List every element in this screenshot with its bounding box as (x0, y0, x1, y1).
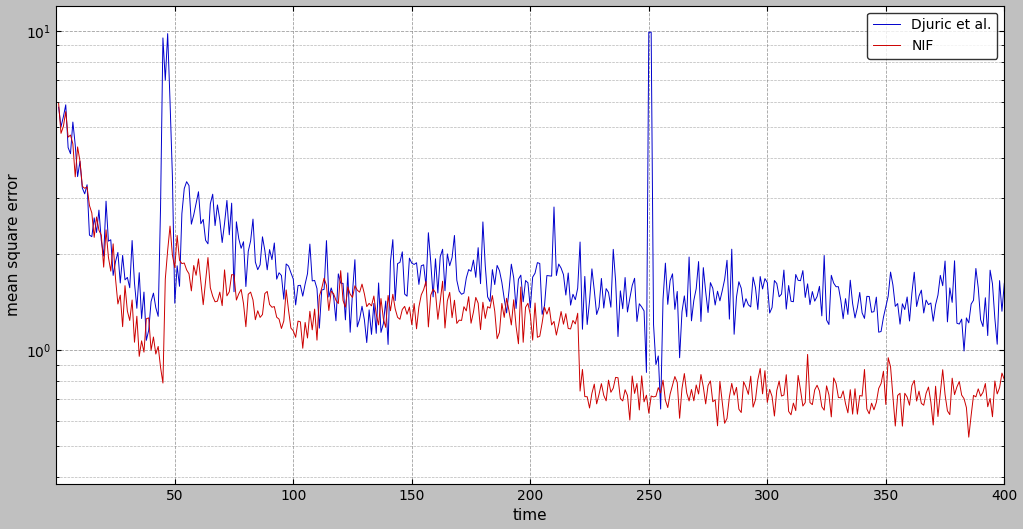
Djuric et al. (650, 361, 662, 368)
NIF (52, 101, 64, 107)
NIF (963, 434, 975, 440)
Legend: Djuric et al., NIF: Djuric et al., NIF (868, 13, 997, 59)
NIF (998, 376, 1011, 382)
NIF (736, 409, 748, 416)
NIF (167, 252, 179, 258)
NIF (648, 394, 660, 400)
Djuric et al. (642, 29, 655, 35)
NIF (740, 384, 752, 390)
Line: NIF: NIF (58, 104, 1005, 437)
Djuric et al. (745, 304, 757, 310)
Djuric et al. (52, 104, 64, 111)
Line: Djuric et al.: Djuric et al. (58, 32, 1005, 409)
NIF (427, 286, 439, 293)
Djuric et al. (361, 340, 373, 346)
X-axis label: time: time (513, 508, 547, 523)
Y-axis label: mean square error: mean square error (5, 174, 20, 316)
NIF (361, 304, 373, 310)
Djuric et al. (167, 173, 179, 179)
Djuric et al. (655, 406, 667, 412)
Djuric et al. (740, 296, 752, 302)
Djuric et al. (998, 280, 1011, 286)
Djuric et al. (427, 294, 439, 300)
